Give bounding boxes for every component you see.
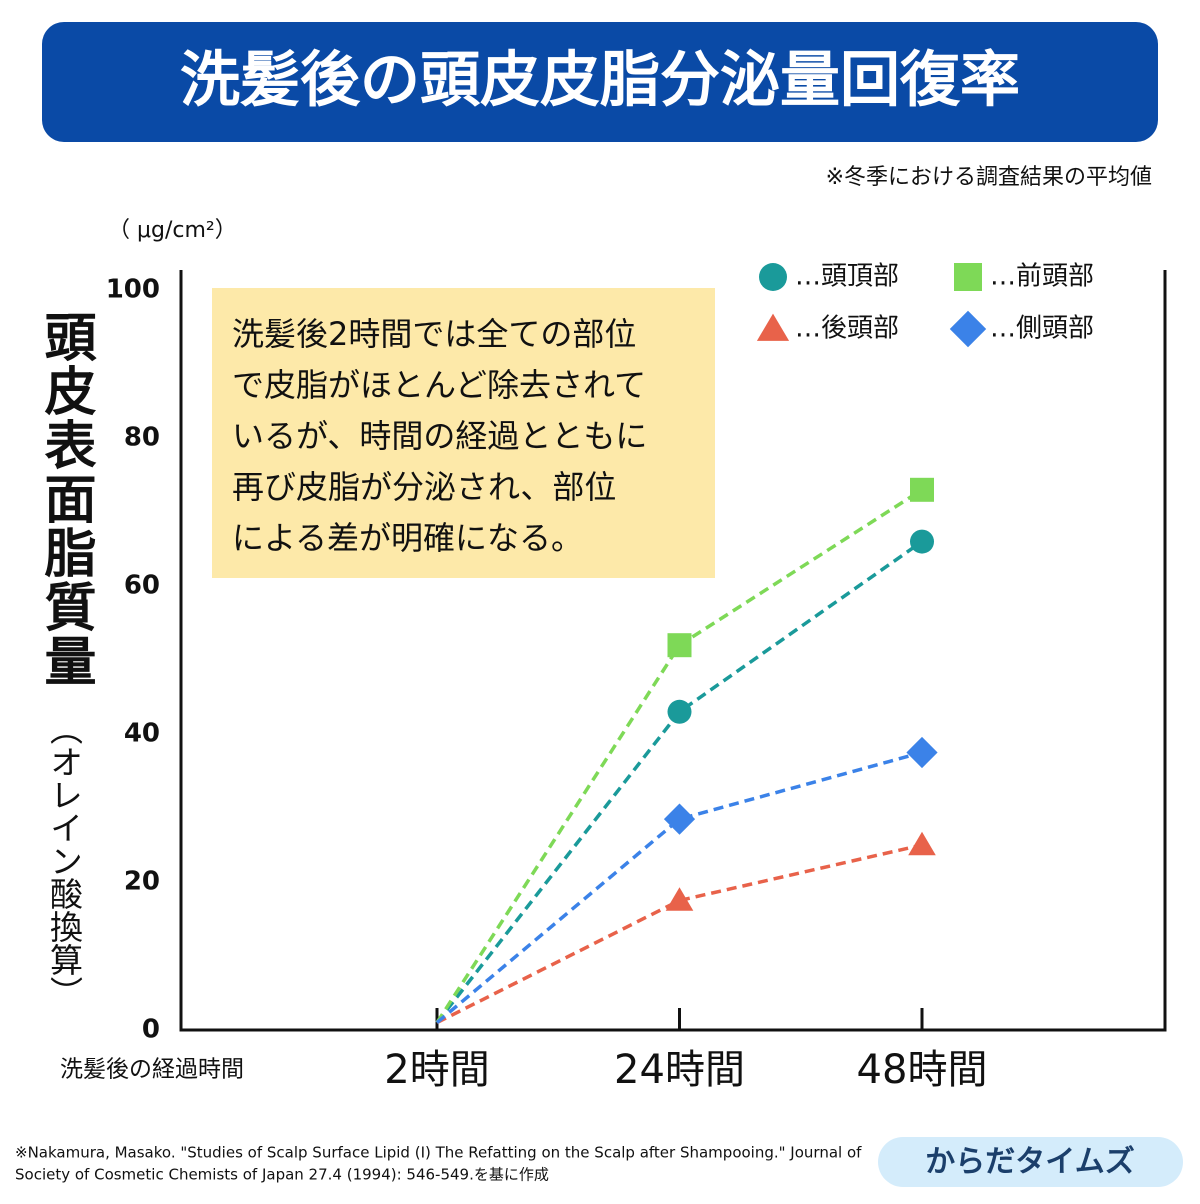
legend-label: …側頭部 <box>990 314 1094 344</box>
title-banner <box>42 22 1158 142</box>
data-point <box>908 831 936 856</box>
x-axis-label: 洗髪後の経過時間 <box>60 1057 244 1083</box>
y-tick-label: 0 <box>142 1015 160 1045</box>
annotation-text: 洗髪後2時間では全ての部位 <box>232 315 636 353</box>
series-line <box>435 540 924 1024</box>
legend-label: …頭頂部 <box>795 262 899 292</box>
chart-title: 洗髪後の頭皮皮脂分泌量回復率 <box>180 46 1020 116</box>
data-point <box>667 699 692 724</box>
data-point <box>906 736 938 769</box>
y-tick-label: 80 <box>124 423 160 453</box>
y-axis-note: （オレイン酸換算） <box>45 712 84 1009</box>
y-unit: （ μg/cm²） <box>108 218 237 243</box>
subtitle: ※冬季における調査結果の平均値 <box>826 165 1152 190</box>
series-line <box>435 750 923 1024</box>
annotation-text: による差が明確になる。 <box>232 519 583 557</box>
y-tick-label: 60 <box>124 571 160 601</box>
data-point <box>663 803 696 835</box>
annotation-text: いるが、時間の経過とともに <box>232 417 647 455</box>
series-line <box>436 843 923 1025</box>
legend-marker <box>949 310 987 348</box>
legend-marker <box>759 263 787 291</box>
annotation-text: 再び皮脂が分泌され、部位 <box>232 468 616 506</box>
legend-marker <box>756 313 790 341</box>
x-tick-label: 2時間 <box>384 1047 489 1093</box>
data-point <box>910 477 934 502</box>
legend-label: …前頭部 <box>990 262 1094 292</box>
y-tick-label: 100 <box>106 275 160 305</box>
x-tick-label: 48時間 <box>857 1047 988 1093</box>
source-line: ※Nakamura, Masako. "Studies of Scalp Sur… <box>15 1144 862 1162</box>
data-point <box>665 887 694 911</box>
data-point <box>667 633 692 658</box>
brand-badge <box>878 1137 1183 1187</box>
axes <box>179 270 1167 1032</box>
legend-label: …後頭部 <box>795 314 899 344</box>
legend-marker <box>954 263 982 291</box>
brand: からだタイムズ <box>925 1145 1134 1180</box>
data-point <box>910 529 934 554</box>
annotation-box <box>212 288 715 578</box>
y-tick-label: 40 <box>124 719 160 749</box>
source-line: Society of Cosmetic Chemists of Japan 27… <box>15 1166 549 1184</box>
x-tick-label: 24時間 <box>614 1047 745 1093</box>
y-axis-label: 頭皮表面脂質量 <box>35 310 96 688</box>
y-tick-label: 20 <box>124 867 160 897</box>
annotation-text: で皮脂がほとんど除去されて <box>232 366 646 404</box>
